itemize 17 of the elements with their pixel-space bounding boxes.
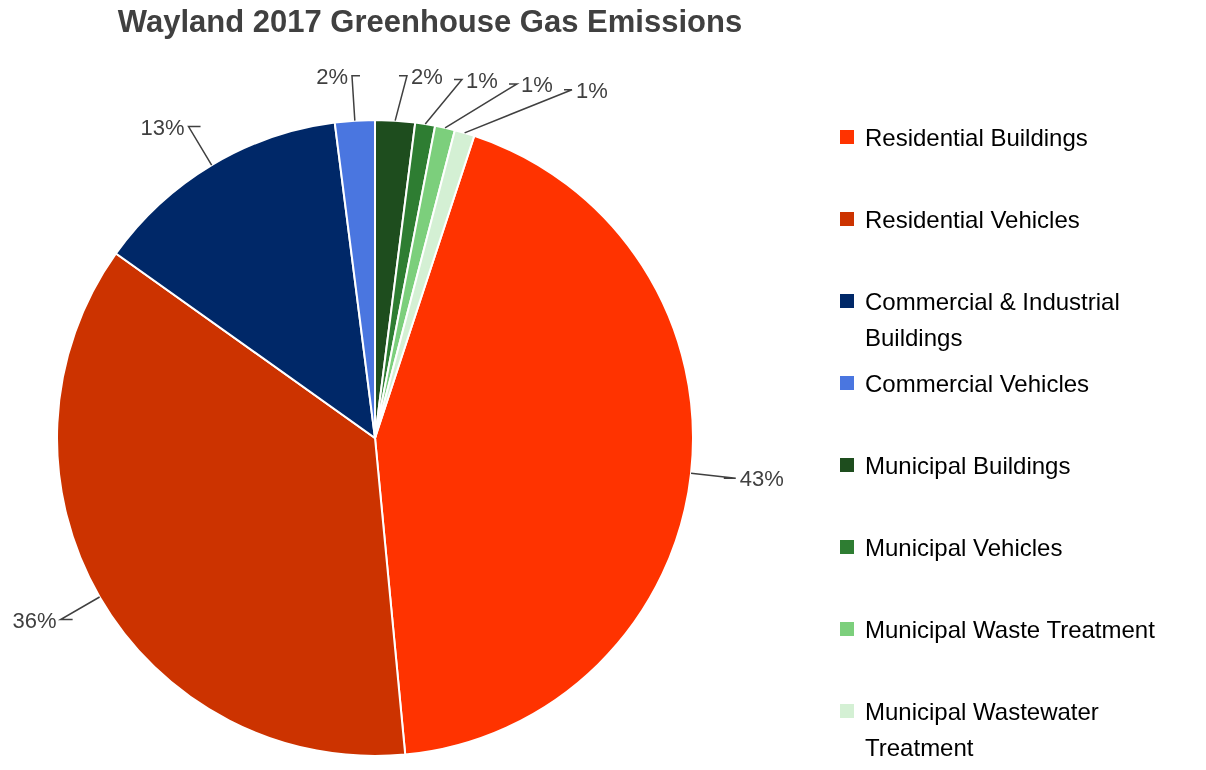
data-label: 1% xyxy=(575,77,608,103)
data-label: 13% xyxy=(140,114,185,140)
legend-label: Municipal Vehicles xyxy=(865,534,1063,561)
legend-label: Residential Vehicles xyxy=(865,206,1080,233)
legend-label: Municipal Wastewater Treatment xyxy=(865,698,1099,761)
legend-label: Municipal Waste Treatment xyxy=(865,616,1156,643)
data-label: 1% xyxy=(465,67,498,93)
legend-label: Residential Buildings xyxy=(865,124,1088,151)
chart-title: Wayland 2017 Greenhouse Gas Emissions xyxy=(117,4,743,39)
legend-label: Commercial & Industrial Buildings xyxy=(865,288,1120,351)
data-label: 1% xyxy=(520,71,553,97)
data-label: 36% xyxy=(12,607,57,633)
legend-label: Municipal Buildings xyxy=(865,452,1071,479)
data-label: 2% xyxy=(316,63,348,89)
data-label: 43% xyxy=(739,466,784,492)
legend-label: Commercial Vehicles xyxy=(865,370,1090,397)
data-label: 2% xyxy=(410,63,443,89)
